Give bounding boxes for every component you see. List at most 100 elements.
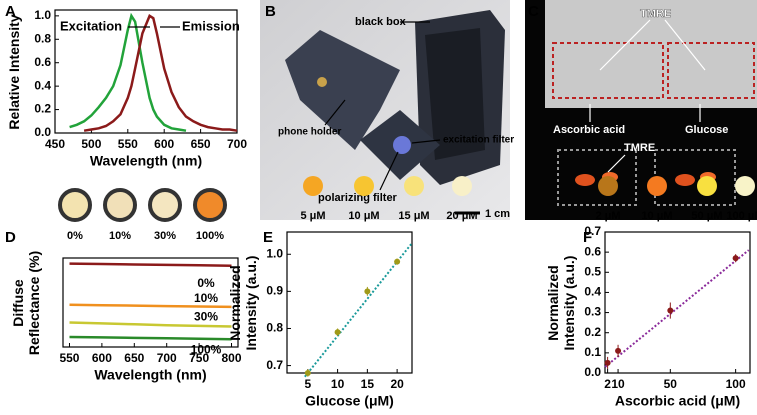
x-tick-label: 5 [304,377,311,391]
x-tick-label: 750 [189,351,209,365]
swatch [354,176,374,196]
series-label: 0% [197,276,215,290]
swatch-label: 10% [109,230,131,242]
x-axis-label: Wavelength (nm) [94,367,206,383]
y-tick-label: 1.0 [266,246,283,260]
series-line [69,262,232,268]
swatch [58,188,92,222]
trendline [304,242,413,378]
device [545,0,757,108]
data-point [364,288,371,295]
swatch-label: 100 μM [726,210,757,222]
x-tick-label: 20 [390,377,404,391]
data-point [334,329,341,336]
x-tick-label: 800 [222,351,242,365]
y-axis-label: Normalized Intensity (a.u.) [227,255,259,350]
swatch-label: 30% [154,230,176,242]
swatch [452,176,472,196]
photo-label: polarizing filter [318,192,398,204]
data-point [604,359,611,366]
phone-holder [285,30,400,150]
photo-label: TMRE [624,142,655,154]
y-tick-label: 0.2 [34,102,51,116]
photo-label: TMRE [640,8,671,20]
x-tick-label: 650 [124,351,144,365]
panel-letter: C [528,3,539,20]
series-line [69,335,232,341]
swatch [193,188,227,222]
annotation: Excitation [60,18,122,33]
series-line [69,12,187,132]
x-tick-label: 600 [92,351,112,365]
photo-label: excitation filter [443,135,514,146]
data-point [304,370,311,376]
panel-letter: F [583,229,592,246]
series-line [83,14,238,132]
roi-box [557,149,637,206]
swatch-label: 15 μM [398,210,429,222]
y-axis-label: Relative Intensity [6,13,22,130]
panel-letter: E [263,229,273,246]
y-tick-label: 0.0 [584,365,601,379]
box-inside [425,28,485,160]
swatch [697,176,717,196]
swatch-label: 5 μM [300,210,325,222]
swatch-label: 10 μM [348,210,379,222]
x-tick-label: 10 [331,377,345,391]
y-tick-label: 0.5 [584,264,601,278]
swatch [148,188,182,222]
x-tick-label: 500 [81,137,101,151]
photo-arrows [324,21,441,191]
x-tick-label: 10 [611,377,625,391]
plot-frame [286,231,413,374]
swatch-label: 50 μM [691,210,722,222]
photo-label: 1 cm [485,208,510,220]
y-tick-label: 0.2 [584,325,601,339]
y-tick-label: 0.6 [584,244,601,258]
swatch-label: 20 μM [446,210,477,222]
y-tick-label: 0.0 [34,125,51,139]
data-point [667,307,674,314]
y-tick-label: 0.3 [584,305,601,319]
swatch [404,176,424,196]
swatch-label: 10 μM [641,210,672,222]
roi-box [552,42,664,99]
x-tick-label: 600 [154,137,174,151]
swatch [647,176,667,196]
photo-label: Ascorbic acid [553,124,625,136]
y-tick-label: 0.4 [34,78,51,92]
y-tick-label: 0.4 [584,285,601,299]
y-tick-label: 0.1 [584,345,601,359]
x-tick-label: 15 [361,377,375,391]
polarizing-filter [393,136,411,154]
x-tick-label: 550 [59,351,79,365]
x-tick-label: 2 [604,377,611,391]
x-tick-label: 50 [664,377,678,391]
fluorescence [675,174,695,186]
holder-hole [317,77,327,87]
data-point [732,255,739,262]
series-label: 100% [191,342,222,356]
series-line [69,321,232,328]
roi-box [667,42,755,99]
fluorescence [575,174,595,186]
panel-letter: B [265,3,276,20]
x-tick-label: 550 [118,137,138,151]
y-tick-label: 0.6 [34,55,51,69]
photo-label: phone holder [278,127,341,138]
x-tick-label: 700 [157,351,177,365]
x-axis-label: Ascorbic acid (μM) [615,393,740,409]
swatch [103,188,137,222]
y-tick-label: 0.7 [584,224,601,238]
swatch-label: 2 μM [595,210,620,222]
photo-label: Glucose [685,124,728,136]
swatch [598,176,618,196]
y-tick-label: 0.8 [34,31,51,45]
photo-label: black box [355,16,407,28]
x-axis-label: Glucose (μM) [305,393,394,409]
photo-arrows [589,19,706,173]
y-tick-label: 0.9 [266,284,283,298]
swatch [735,176,755,196]
y-tick-label: 0.8 [266,321,283,335]
